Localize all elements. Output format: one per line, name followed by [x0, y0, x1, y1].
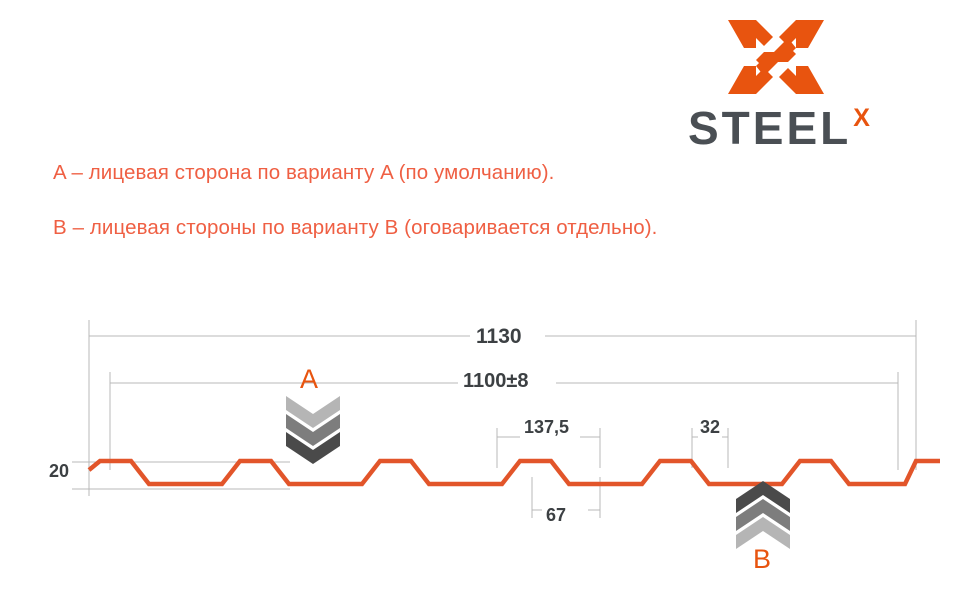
dimension-label-valley-width: 67: [546, 505, 567, 525]
dimension-label-crest-width: 32: [700, 417, 721, 437]
dimension-label-effective-width: 1100±8: [463, 370, 529, 392]
marker-label-a: A: [300, 364, 319, 394]
chevron-a-1: [286, 396, 340, 428]
wordmark-superscript-x: X: [853, 104, 870, 132]
dimension-label-pitch: 137,5: [524, 417, 570, 437]
chevron-b-3: [736, 517, 790, 549]
profile-waveform: [87, 458, 940, 487]
chevron-b-2: [736, 499, 790, 531]
chevron-b-1: [736, 481, 790, 513]
steelx-logo-mark-icon: [728, 20, 824, 94]
marker-a-chevrons: [286, 396, 340, 464]
dimension-label-height: 20: [49, 461, 70, 481]
note-variant-b: B – лицевая стороны по варианту B (огова…: [53, 216, 658, 239]
chevron-a-2: [286, 414, 340, 446]
note-variant-a: A – лицевая сторона по варианту A (по ум…: [53, 161, 555, 184]
marker-b-chevrons: [736, 481, 790, 549]
chevron-a-3: [286, 432, 340, 464]
wordmark-steel: STEEL: [688, 102, 852, 154]
dimension-label-overall-width: 1130: [476, 325, 522, 348]
marker-label-b: B: [753, 544, 772, 574]
brand-wordmark: STEEL X: [688, 102, 908, 154]
brand-logo: STEEL X: [688, 18, 908, 151]
